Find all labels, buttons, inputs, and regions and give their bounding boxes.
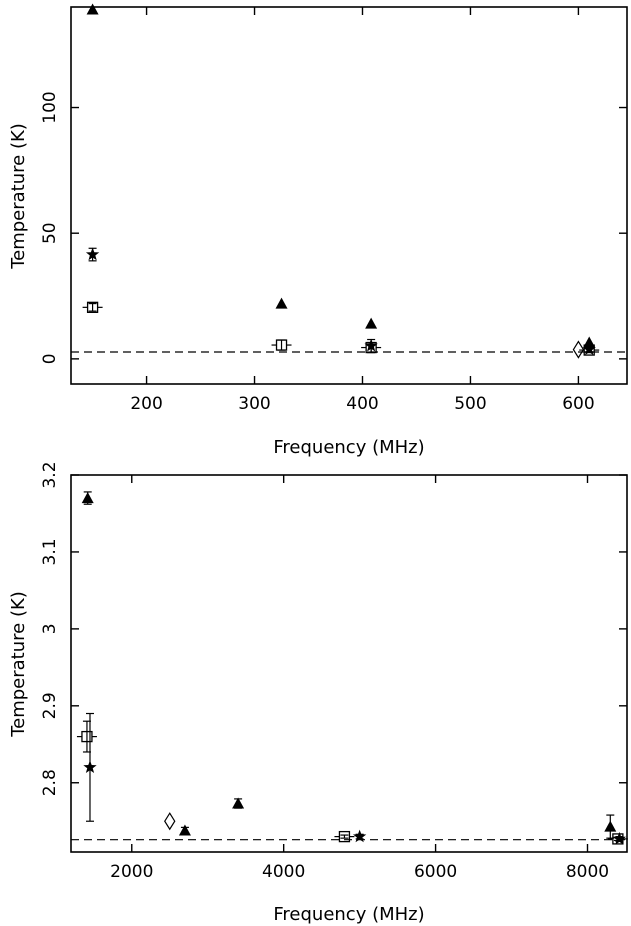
axis-ticks: 200 300 400 500 600 0 50 100	[40, 7, 627, 414]
triangle-marker	[81, 492, 94, 504]
y-tick-label: 100	[40, 91, 60, 123]
star-marker	[352, 829, 367, 843]
chart-panel-bottom: 2000 4000 6000 8000 2.8 2.9 3 3.1 3.2 Frequency …	[8, 461, 628, 925]
y-tick-label: 2.8	[40, 769, 60, 796]
data-marks	[82, 3, 600, 359]
square-marker	[583, 344, 595, 356]
plot-frame	[70, 6, 628, 385]
diamond-marker	[572, 340, 585, 359]
x-tick-label: 4000	[262, 862, 305, 882]
diamond-marker	[164, 812, 176, 831]
triangle-marker	[178, 824, 191, 836]
triangle-marker	[232, 797, 245, 809]
square-marker	[338, 830, 351, 843]
y-axis-label: Temperature (K)	[8, 123, 29, 270]
x-axis-label: Frequency (MHz)	[273, 904, 424, 925]
square-marker	[86, 301, 99, 313]
y-tick-label: 2.9	[40, 692, 60, 719]
x-tick-label: 2000	[110, 862, 153, 882]
star-marker	[612, 831, 627, 845]
star-marker	[85, 247, 100, 261]
plot-frame	[70, 474, 628, 853]
y-tick-label: 3	[40, 623, 60, 634]
axis-ticks: 2000 4000 6000 8000 2.8 2.9 3 3.1 3.2	[40, 461, 627, 882]
triangle-marker	[604, 820, 617, 832]
data-marks	[76, 491, 628, 845]
triangle-marker	[275, 297, 288, 309]
y-axis-label: Temperature (K)	[8, 591, 29, 738]
x-tick-label: 400	[346, 394, 378, 414]
y-tick-label: 50	[40, 222, 60, 244]
square-marker	[612, 833, 624, 845]
x-tick-label: 8000	[566, 862, 609, 882]
square-marker	[81, 730, 93, 743]
x-axis-label: Frequency (MHz)	[273, 437, 424, 458]
x-tick-label: 600	[562, 394, 594, 414]
x-tick-label: 6000	[414, 862, 457, 882]
square-marker	[275, 339, 288, 351]
triangle-marker	[86, 3, 99, 15]
y-tick-label: 3.2	[40, 461, 60, 488]
x-tick-label: 300	[238, 394, 270, 414]
chart-panel-top: 200 300 400 500 600 0 50 100 Frequency (MHz) Te…	[8, 3, 628, 458]
square-marker	[365, 341, 377, 354]
y-tick-label: 3.1	[40, 538, 60, 565]
triangle-marker	[365, 317, 378, 329]
star-marker	[83, 760, 97, 774]
x-tick-label: 200	[130, 394, 162, 414]
x-tick-label: 500	[454, 394, 486, 414]
y-tick-label: 0	[40, 353, 60, 364]
